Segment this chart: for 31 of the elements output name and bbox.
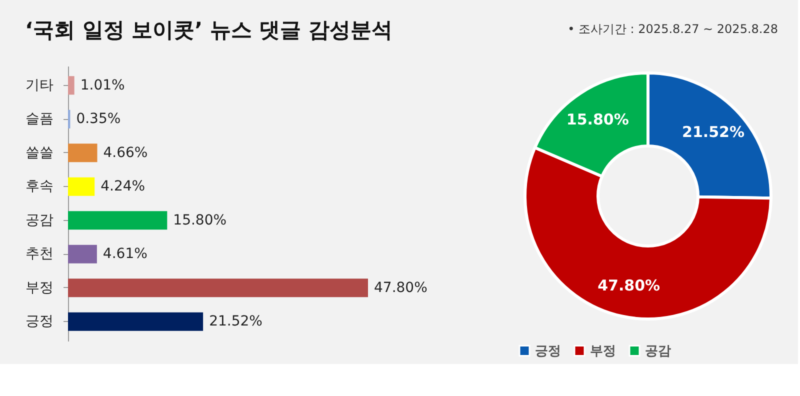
data-label: 21.52% (209, 314, 262, 330)
data-label: 15.80% (566, 110, 629, 129)
y-tick-label: 공감 (26, 212, 54, 228)
bar (68, 144, 98, 162)
text: • 조사기간 : 2025.8.27 ~ 2025.8.28 (568, 22, 778, 36)
bar (68, 211, 168, 230)
y-tick-label: 슬픔 (26, 111, 54, 128)
y-tick-label: 기타 (26, 77, 54, 94)
legend-label: 부정 (590, 344, 616, 359)
chart-title: ‘국회 일정 보이콧’ 뉴스 댓글 감성분석 (25, 18, 393, 42)
data-label: 21.52% (682, 122, 745, 141)
bar (68, 76, 74, 95)
data-label: 1.01% (80, 77, 125, 94)
legend-label: 공감 (645, 344, 671, 359)
y-tick-label: 추천 (26, 246, 54, 262)
y-tick-label: 부정 (26, 280, 54, 296)
data-label: 47.80% (374, 280, 428, 296)
y-tick-label: 긍정 (26, 314, 54, 330)
y-tick-label: 후속 (26, 178, 54, 195)
bar (68, 177, 95, 196)
bar (68, 244, 97, 264)
data-label: 4.24% (100, 178, 146, 195)
y-tick-label: 쓸쓸 (26, 144, 54, 161)
data-label: 4.66% (103, 144, 148, 161)
legend-label: 긍정 (535, 344, 561, 359)
data-label: 0.35% (76, 111, 121, 128)
data-label: 47.80% (598, 276, 660, 294)
bar (68, 312, 204, 331)
data-label: 15.80% (173, 212, 227, 228)
bar (68, 278, 368, 298)
data-label: 4.61% (102, 246, 148, 262)
